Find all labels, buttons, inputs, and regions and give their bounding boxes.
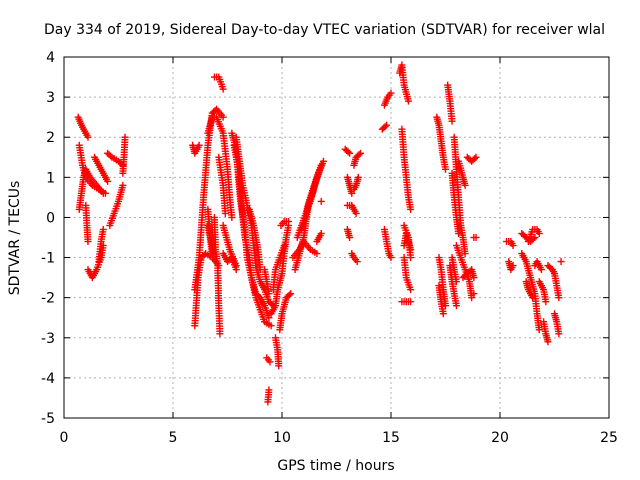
data-point [439, 310, 447, 318]
y-tick-label: -2 [41, 291, 55, 307]
data-point [265, 314, 273, 322]
data-point [107, 152, 115, 160]
data-point [84, 133, 92, 141]
data-point [104, 177, 112, 185]
data-point [266, 358, 274, 366]
data-point [404, 97, 412, 105]
data-point [317, 229, 325, 237]
chart-title: Day 334 of 2019, Sidereal Day-to-day VTE… [44, 22, 605, 38]
data-point [470, 274, 478, 282]
plot-frame [63, 56, 610, 419]
x-tick-label: 25 [600, 430, 618, 446]
data-point [209, 254, 217, 262]
data-point [535, 229, 543, 237]
x-tick-label: 0 [60, 430, 69, 446]
data-point [531, 234, 539, 241]
data-point [313, 250, 321, 258]
data-point [265, 386, 273, 394]
data-point [280, 242, 288, 250]
data-point [219, 113, 227, 121]
data-point [455, 229, 463, 237]
data-point [355, 151, 363, 159]
y-tick-label: -4 [41, 371, 55, 387]
data-point [442, 165, 449, 173]
data-point [285, 217, 293, 225]
data-point [468, 294, 476, 302]
data-point [407, 254, 415, 262]
data-point [529, 294, 537, 302]
data-point [344, 148, 352, 156]
data-point [353, 258, 361, 266]
data-point [356, 149, 364, 157]
y-axis-label: SDTVAR / TECUs [7, 181, 23, 296]
data-point [232, 262, 240, 270]
data-point [407, 286, 415, 294]
data-point [228, 213, 236, 221]
data-point [221, 209, 229, 217]
data-point [219, 85, 227, 93]
data-point [84, 238, 92, 246]
data-point [319, 157, 327, 165]
x-tick-label: 5 [169, 430, 178, 446]
data-point [99, 225, 107, 233]
y-tick-label: 4 [46, 50, 55, 66]
y-tick-label: 2 [46, 130, 55, 146]
y-tick-label: 0 [46, 210, 55, 226]
data-point [381, 123, 389, 131]
data-point [383, 121, 391, 129]
x-tick-label: 10 [273, 430, 291, 446]
data-point [535, 326, 543, 334]
data-point [555, 330, 563, 338]
data-point [216, 330, 224, 338]
data-point [472, 153, 480, 161]
data-point [537, 266, 545, 274]
data-point [121, 133, 129, 141]
y-tick-label: 3 [46, 90, 55, 106]
data-point [352, 209, 360, 217]
data-point [452, 302, 460, 310]
data-point [285, 291, 293, 299]
data-point [317, 197, 325, 205]
data-point [448, 117, 456, 125]
y-tick-label: -1 [41, 251, 55, 267]
data-point [472, 234, 480, 241]
data-point [99, 189, 107, 197]
data-point [452, 278, 460, 286]
data-layer [74, 61, 565, 406]
data-point [557, 258, 565, 266]
data-point [442, 302, 449, 310]
data-point [346, 149, 354, 157]
grid-layer [64, 57, 609, 418]
data-point [471, 155, 479, 163]
data-point [544, 338, 552, 346]
data-point [470, 290, 478, 298]
x-axis-label: GPS time / hours [277, 458, 394, 474]
x-tick-label: 15 [382, 430, 400, 446]
y-tick-label: -3 [41, 331, 55, 347]
data-point [555, 294, 563, 302]
data-point [267, 322, 275, 330]
data-point [407, 298, 415, 306]
data-point [387, 89, 395, 97]
data-point [387, 254, 395, 262]
data-point [354, 173, 362, 181]
data-point [542, 298, 550, 306]
data-point [461, 250, 469, 258]
data-point [461, 181, 469, 189]
data-point [348, 189, 356, 197]
data-point [346, 234, 354, 241]
data-point [509, 262, 517, 270]
data-point [509, 242, 517, 250]
y-tick-label: -5 [41, 411, 55, 427]
data-point [265, 290, 273, 298]
data-point [287, 290, 295, 298]
y-tick-label: 1 [46, 170, 55, 186]
data-point [119, 181, 127, 189]
x-tick-label: 20 [491, 430, 509, 446]
data-point [195, 141, 203, 149]
data-point [275, 362, 283, 370]
tick-layer: 0 5 10 15 20 25 -5 -4 -3 -2 -1 0 1 2 3 4 [41, 50, 618, 446]
data-point [407, 205, 415, 213]
